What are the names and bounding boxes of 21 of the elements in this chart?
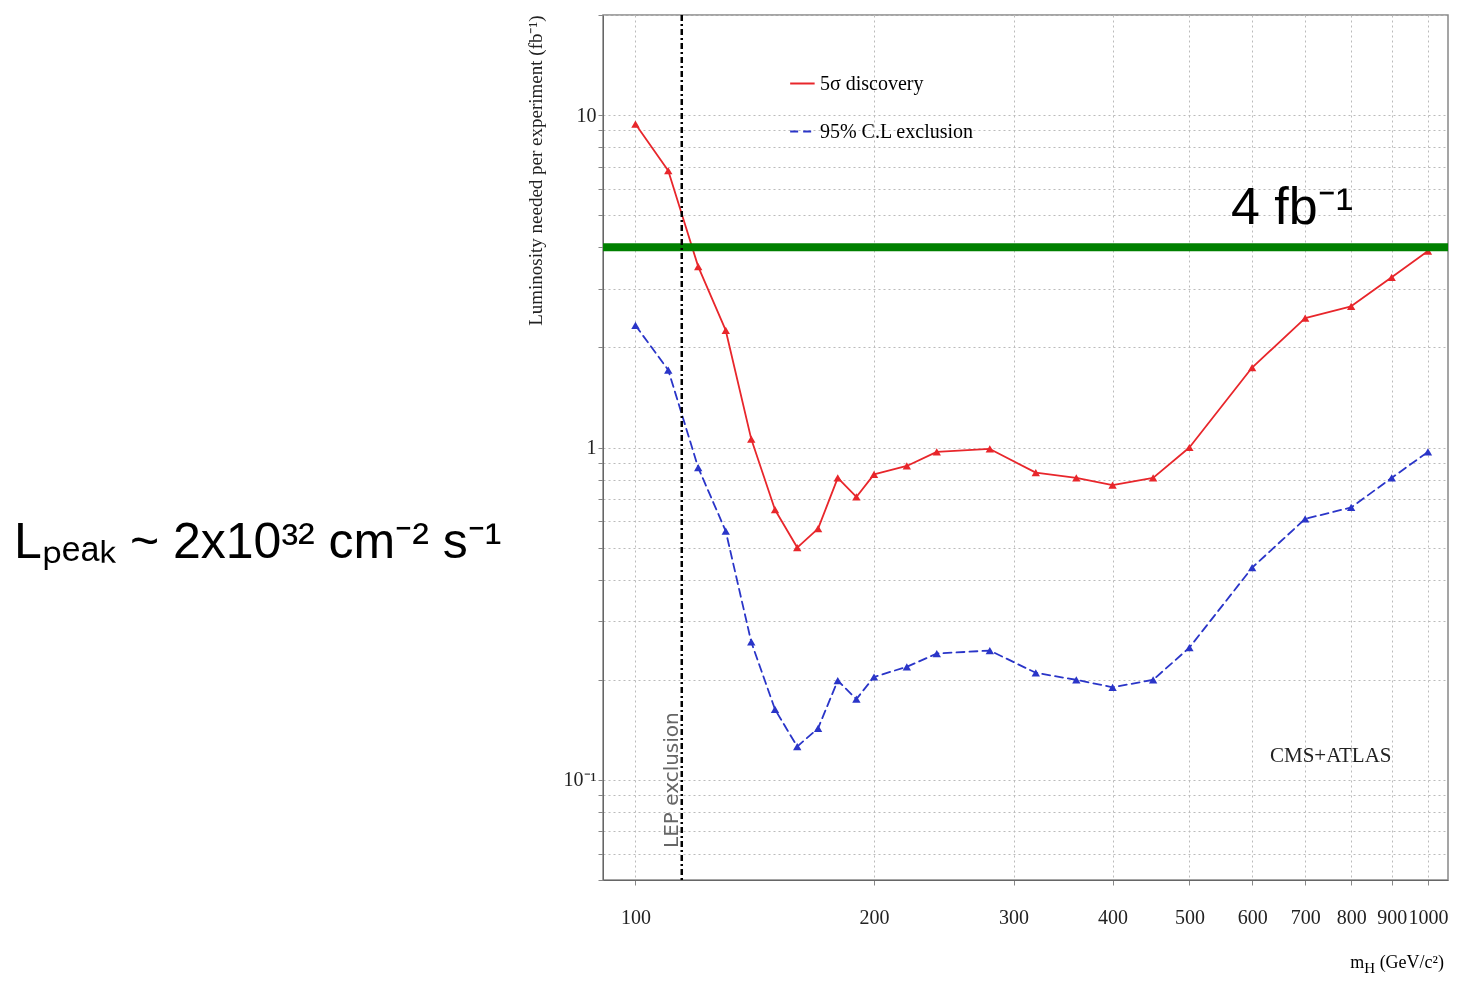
x-tick-label: 100 — [620, 905, 651, 928]
legend-label: 5σ discovery — [819, 71, 924, 95]
x-axis-title: m$_{H}$ (GeV/c²) — [1350, 952, 1444, 977]
x-tick-label: 900 — [1377, 905, 1408, 928]
x-tick-label: 600 — [1237, 905, 1268, 928]
ref-line-label: LEP exclusion — [658, 712, 683, 848]
x-tick-label: 200 — [859, 905, 890, 928]
text: Lₚₑₐₖ ~ 2x10³² cm⁻² s⁻¹ — [14, 512, 502, 572]
x-tick-label: 1000 — [1408, 905, 1449, 928]
x-tick-label: 700 — [1290, 905, 1321, 928]
y-tick-label: 10 — [576, 103, 597, 126]
x-tick-label: 300 — [999, 905, 1030, 928]
ref-line-label: 4 fb⁻¹ — [1230, 177, 1353, 236]
x-tick-label: 800 — [1336, 905, 1367, 928]
annotation: CMS+ATLAS — [1270, 743, 1392, 768]
x-tick-label: 400 — [1098, 905, 1129, 928]
x-tick-label: 500 — [1174, 905, 1205, 928]
y-tick-label: 10⁻¹ — [563, 768, 597, 791]
y-axis-title: Luminosity needed per experiment (fb⁻¹) — [524, 15, 547, 326]
y-tick-label: 1 — [586, 436, 597, 458]
legend-label: 95% C.L exclusion — [819, 119, 974, 142]
